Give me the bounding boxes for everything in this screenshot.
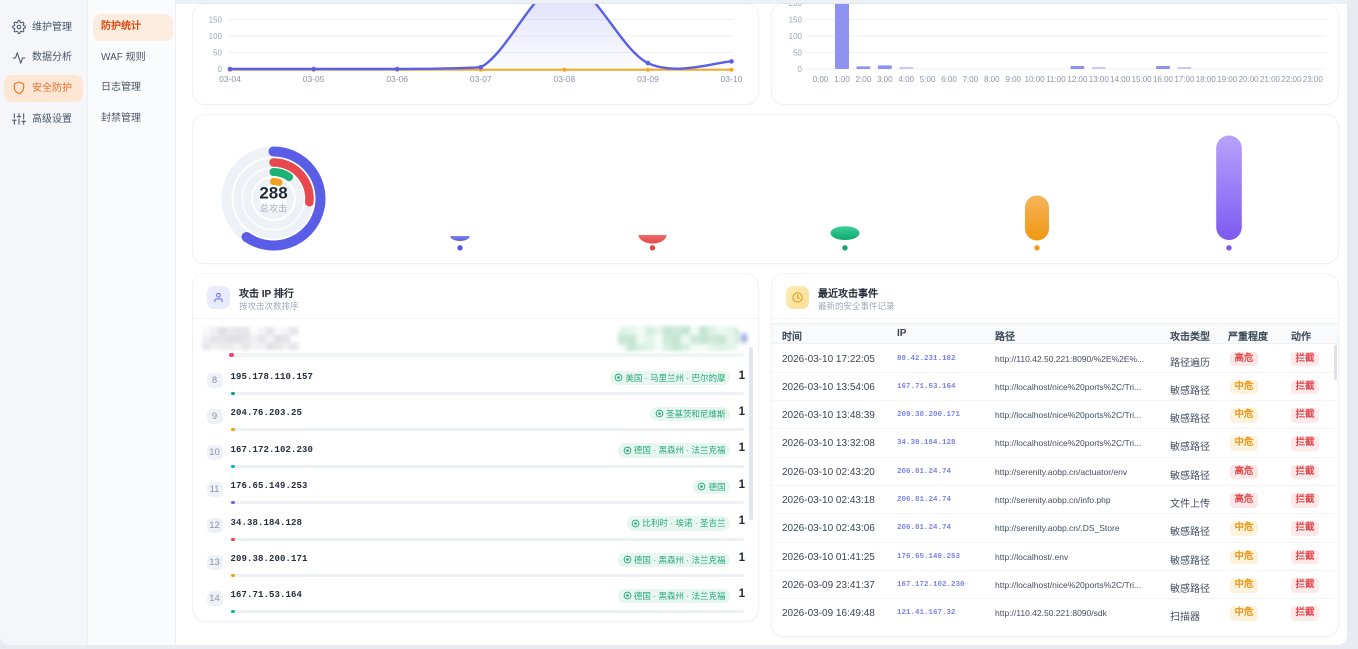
- svg-text:11:00: 11:00: [1046, 75, 1066, 84]
- svg-text:23:00: 23:00: [1303, 75, 1324, 84]
- svg-text:03-10: 03-10: [721, 74, 743, 84]
- svg-text:10:00: 10:00: [1025, 75, 1046, 84]
- svg-text:03-09: 03-09: [637, 74, 659, 84]
- svg-text:20:00: 20:00: [1239, 75, 1260, 84]
- svg-text:总攻击: 总攻击: [260, 203, 287, 214]
- svg-text:0:00: 0:00: [813, 75, 829, 84]
- svg-text:2:00: 2:00: [856, 75, 872, 84]
- svg-text:288: 288: [259, 184, 287, 203]
- svg-text:9:00: 9:00: [1005, 75, 1021, 84]
- svg-text:14:00: 14:00: [1110, 75, 1131, 84]
- svg-text:12:00: 12:00: [1067, 75, 1088, 84]
- svg-text:17:00: 17:00: [1174, 75, 1195, 84]
- svg-text:100: 100: [209, 32, 223, 41]
- svg-text:16:00: 16:00: [1153, 75, 1174, 84]
- svg-text:150: 150: [209, 15, 223, 24]
- svg-text:22:00: 22:00: [1281, 75, 1302, 84]
- svg-text:19:00: 19:00: [1217, 75, 1238, 84]
- svg-text:0: 0: [798, 65, 803, 74]
- svg-text:21:00: 21:00: [1260, 75, 1281, 84]
- svg-text:200: 200: [789, 4, 803, 8]
- svg-text:7:00: 7:00: [963, 75, 979, 84]
- svg-text:18:00: 18:00: [1196, 75, 1217, 84]
- svg-text:5:00: 5:00: [920, 75, 936, 84]
- svg-text:4:00: 4:00: [898, 75, 914, 84]
- svg-text:0: 0: [218, 65, 223, 74]
- svg-text:3:00: 3:00: [877, 75, 893, 84]
- svg-text:8:00: 8:00: [984, 75, 1000, 84]
- svg-text:150: 150: [789, 15, 803, 24]
- svg-text:15:00: 15:00: [1132, 75, 1153, 84]
- svg-text:03-07: 03-07: [470, 74, 492, 84]
- svg-text:03-08: 03-08: [554, 74, 576, 84]
- svg-text:6:00: 6:00: [941, 75, 957, 84]
- svg-text:03-06: 03-06: [386, 74, 408, 84]
- svg-text:50: 50: [793, 48, 802, 57]
- svg-text:13:00: 13:00: [1089, 75, 1110, 84]
- svg-text:1:00: 1:00: [834, 75, 850, 84]
- svg-text:03-05: 03-05: [303, 74, 325, 84]
- svg-text:100: 100: [789, 32, 803, 41]
- svg-text:50: 50: [213, 48, 222, 57]
- svg-text:03-04: 03-04: [219, 74, 241, 84]
